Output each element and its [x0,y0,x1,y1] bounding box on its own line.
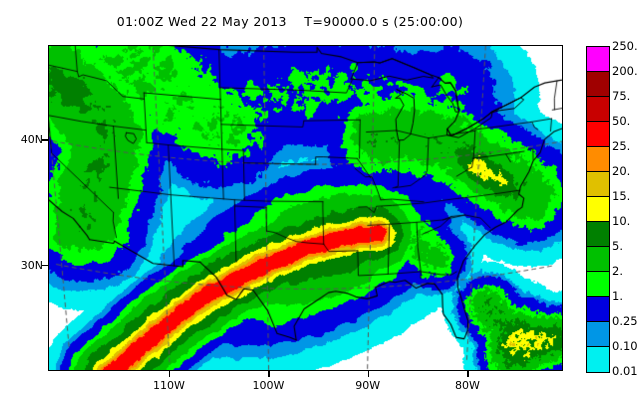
colorbar-tick-label: 25. [612,139,631,153]
longitude-tick-label-100w: 100W [252,379,285,392]
colorbar-tick-label: 1. [612,289,623,303]
colorbar-band [587,297,609,322]
colorbar-band [587,172,609,197]
longitude-tickmark [467,371,469,377]
colorbar-tick-label: 0.25 [612,314,638,328]
colorbar-tick-label: 200. [612,64,638,78]
colorbar-tick-label: 0.01 [612,364,638,378]
colorbar-band [587,72,609,97]
colorbar-band [587,347,609,372]
latitude-tick-label-30n: 30N [20,258,43,272]
latitude-tickmark [42,139,48,141]
figure-title: 01:00Z Wed 22 May 2013 T=90000.0 s (25:0… [116,14,464,29]
colorbar-tick-label: 50. [612,114,631,128]
longitude-tick-label-80w: 80W [454,379,480,392]
colorbar-band [587,197,609,222]
colorbar-band [587,322,609,347]
latitude-tickmark [42,264,48,267]
colorbar-tick-label: 0.10 [612,339,638,353]
colorbar-band [587,122,609,147]
colorbar-band [587,222,609,247]
colorbar [586,46,610,373]
colorbar-band [587,97,609,122]
colorbar-band [587,272,609,297]
longitude-tick-label-110w: 110W [152,379,185,392]
colorbar-band [587,47,609,72]
colorbar-tick-label: 5. [612,239,623,253]
colorbar-band [587,147,609,172]
colorbar-tick-label: 2. [612,264,623,278]
latitude-tick-label-40n: 40N [20,133,43,147]
longitude-tickmark [367,371,370,377]
colorbar-band [587,247,609,272]
longitude-tick-label-90w: 90W [355,379,381,392]
longitude-tickmark [168,371,171,377]
map-panel [48,45,563,371]
colorbar-tick-label: 75. [612,89,631,103]
colorbar-tick-label: 15. [612,189,631,203]
colorbar-tick-label: 10. [612,214,631,228]
colorbar-tick-label: 250. [612,39,638,53]
colorbar-tick-label: 20. [612,164,631,178]
longitude-tickmark [268,371,270,377]
map-outlines-and-graticule [49,46,562,370]
